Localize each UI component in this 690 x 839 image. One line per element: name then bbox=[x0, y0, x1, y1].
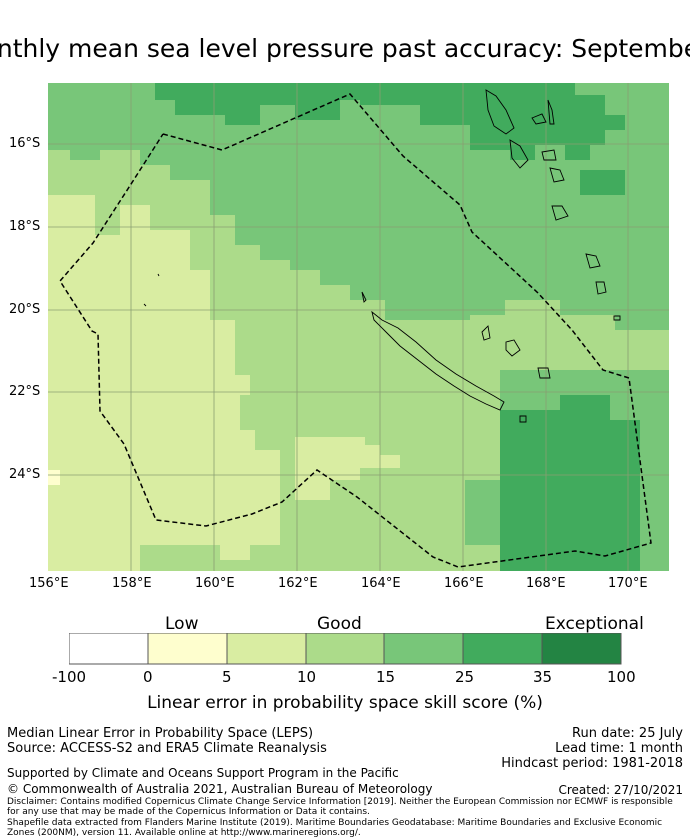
vanuatu-north-islands bbox=[531, 99, 555, 125]
map-title: Monthly mean sea level pressure past acc… bbox=[0, 34, 690, 63]
footer-copyright: © Commonwealth of Australia 2021, Austra… bbox=[7, 782, 433, 796]
new-caledonia bbox=[371, 310, 505, 411]
hunter-islands bbox=[585, 253, 621, 321]
region-score-0-5 bbox=[48, 470, 60, 485]
footer-shapefile-credit: Shapefile data extracted from Flanders M… bbox=[7, 818, 663, 838]
colorbar-category-exceptional: Exceptional bbox=[545, 614, 644, 634]
lon-label: 162°E bbox=[278, 576, 318, 591]
lat-label: 18°S bbox=[9, 219, 41, 234]
colorbar-tick: 5 bbox=[222, 668, 232, 686]
footer-support: Supported by Climate and Oceans Support … bbox=[7, 766, 399, 780]
colorbar-category-low: Low bbox=[165, 614, 199, 634]
colorbar bbox=[69, 633, 622, 665]
footer-source: Source: ACCESS-S2 and ERA5 Climate Reana… bbox=[7, 741, 327, 756]
lon-label: 168°E bbox=[526, 576, 566, 591]
footer-method: Median Linear Error in Probability Space… bbox=[7, 726, 314, 741]
map-grid bbox=[48, 83, 669, 571]
colorbar-tick: 25 bbox=[455, 668, 475, 686]
colorbar-tick: 10 bbox=[297, 668, 317, 686]
colorbar-tick: 100 bbox=[607, 668, 636, 686]
region-score-25-35-north bbox=[155, 83, 360, 125]
lon-label: 166°E bbox=[444, 576, 484, 591]
vanuatu-tanna bbox=[551, 205, 569, 221]
loyalty-islands bbox=[481, 325, 551, 379]
small-islets bbox=[143, 273, 367, 307]
colorbar-category-good: Good bbox=[317, 614, 362, 634]
colorbar-tick: -100 bbox=[52, 668, 87, 686]
colorbar-swatch bbox=[147, 633, 228, 665]
colorbar-swatch bbox=[383, 633, 464, 665]
lat-label: 20°S bbox=[9, 302, 41, 317]
colorbar-swatch bbox=[462, 633, 543, 665]
lon-label: 158°E bbox=[112, 576, 152, 591]
footer-hindcast: Hindcast period: 1981-2018 bbox=[501, 756, 683, 771]
lat-label: 24°S bbox=[9, 467, 41, 482]
footer-lead-time: Lead time: 1 month bbox=[555, 741, 683, 756]
region-score-25-35-se bbox=[500, 395, 640, 571]
coastlines bbox=[143, 89, 621, 423]
lon-label: 164°E bbox=[361, 576, 401, 591]
footer-disclaimer: Disclaimer: Contains modified Copernicus… bbox=[7, 797, 673, 817]
lon-label: 160°E bbox=[195, 576, 235, 591]
colorbar-tick: 15 bbox=[376, 668, 396, 686]
region-score-5-10-south bbox=[295, 437, 400, 500]
colorbar-swatch bbox=[541, 633, 622, 665]
lat-label: 22°S bbox=[9, 384, 41, 399]
vanuatu-malekula bbox=[509, 139, 529, 169]
colorbar-swatch bbox=[69, 633, 149, 665]
vanuatu-efate bbox=[541, 149, 557, 161]
region-score-25-35-east bbox=[580, 170, 625, 195]
lon-label: 170°E bbox=[608, 576, 648, 591]
lat-label: 16°S bbox=[9, 136, 41, 151]
vanuatu-espiritu-santo bbox=[485, 89, 515, 135]
region-score-5-10 bbox=[48, 195, 280, 571]
colorbar-label: Linear error in probability space skill … bbox=[147, 693, 543, 713]
vanuatu-erromango bbox=[549, 167, 565, 183]
colorbar-swatch bbox=[226, 633, 307, 665]
footer-created: Created: 27/10/2021 bbox=[558, 783, 683, 797]
colorbar-tick: 35 bbox=[533, 668, 553, 686]
footer-run-date: Run date: 25 July bbox=[572, 726, 683, 741]
colorbar-tick: 0 bbox=[143, 668, 153, 686]
lon-label: 156°E bbox=[29, 576, 69, 591]
colorbar-swatch bbox=[305, 633, 385, 665]
isle-of-pines bbox=[519, 415, 527, 423]
